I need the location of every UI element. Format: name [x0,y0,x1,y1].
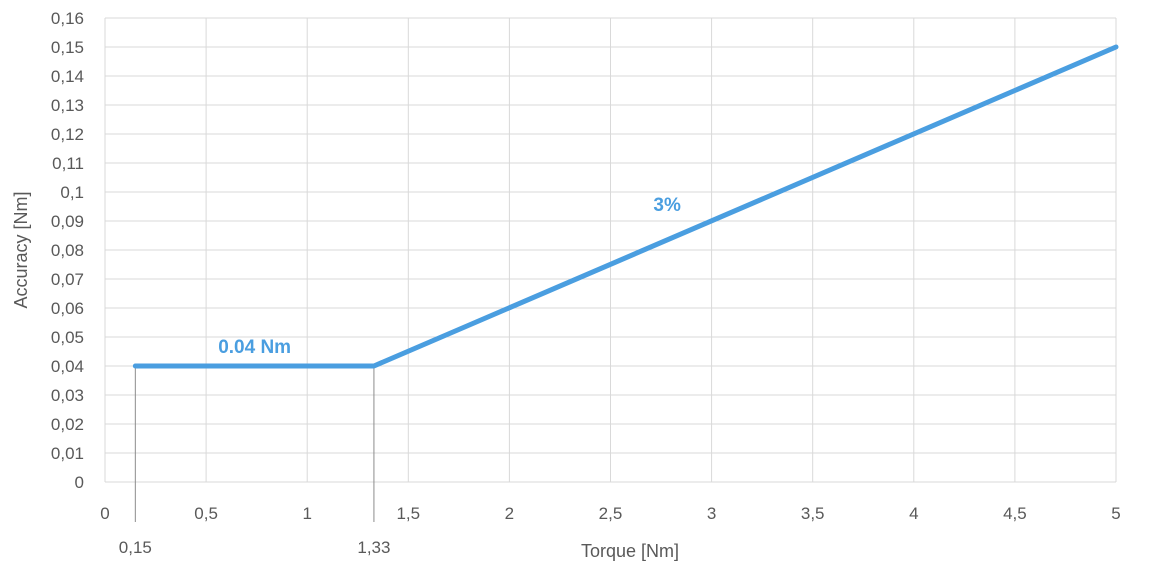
series-layer [132,44,1119,369]
y-tick-label: 0,1 [60,183,84,202]
x-axis-title: Torque [Nm] [581,541,679,561]
y-axis-tick-labels: 0 0,01 0,02 0,03 0,04 0,05 0,06 0,07 0,08 0,09 0,1… [51,9,84,492]
x-tick-label: 1,5 [396,504,420,523]
y-tick-label: 0,15 [51,38,84,57]
y-axis-title: Accuracy [Nm] [11,191,31,308]
y-tick-label: 0,07 [51,270,84,289]
reference-markers: 0,15 1,33 [119,366,390,557]
y-tick-label: 0,01 [51,444,84,463]
annotation-label: 3% [653,195,681,216]
x-tick-label: 3 [707,504,716,523]
y-tick-label: 0,12 [51,125,84,144]
x-tick-label: 4 [909,504,918,523]
x-tick-label: 2,5 [599,504,623,523]
gridlines [104,17,1117,483]
annotation-label: 0.04 Nm [218,337,291,358]
x-tick-label: 4,5 [1003,504,1027,523]
y-tick-label: 0,08 [51,241,84,260]
x-tick-label: 2 [505,504,514,523]
x-tick-label: 5 [1111,504,1120,523]
y-tick-label: 0,16 [51,9,84,28]
y-tick-label: 0,03 [51,386,84,405]
y-tick-label: 0,13 [51,96,84,115]
y-tick-label: 0,09 [51,212,84,231]
accuracy-series-line [132,44,1119,369]
annotations: 0.04 Nm 3% [218,195,681,358]
reference-marker-label: 1,33 [357,538,390,557]
x-tick-label: 0 [100,504,109,523]
y-tick-label: 0,06 [51,299,84,318]
reference-marker-label: 0,15 [119,538,152,557]
x-tick-label: 3,5 [801,504,825,523]
x-axis-tick-labels: 0 0,5 1 1,5 2 2,5 3 3,5 4 4,5 5 [100,504,1120,523]
y-tick-label: 0,11 [52,154,84,173]
x-tick-label: 1 [302,504,311,523]
y-tick-label: 0,04 [51,357,84,376]
y-tick-label: 0,02 [51,415,84,434]
y-tick-label: 0 [75,473,84,492]
y-tick-label: 0,05 [51,328,84,347]
x-tick-label: 0,5 [194,504,218,523]
y-tick-label: 0,14 [51,67,84,86]
